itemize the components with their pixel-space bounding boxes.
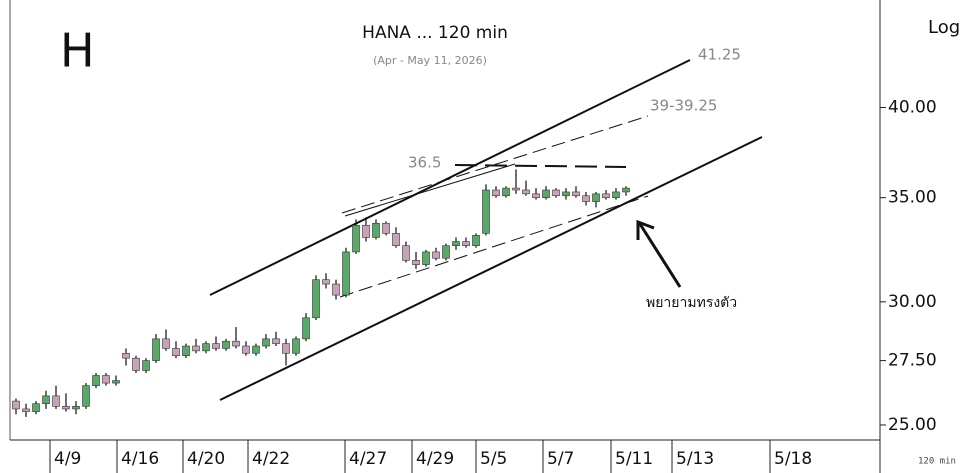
candle-body — [332, 283, 340, 296]
x-tick-label: 4/9 — [54, 449, 81, 469]
candle-body — [252, 345, 260, 354]
candle-body — [122, 352, 130, 359]
candle-body — [262, 338, 270, 347]
candle-body — [512, 187, 520, 191]
candle-body — [32, 403, 40, 412]
candle-body — [192, 345, 200, 352]
candle-body — [62, 406, 70, 410]
candle-body — [532, 193, 540, 198]
candle-body — [172, 348, 180, 356]
candle-body — [622, 187, 630, 193]
x-tick-label: 4/22 — [252, 449, 290, 469]
candle-body — [442, 245, 450, 259]
y-tick-label: 35.00 — [888, 188, 937, 208]
candle-body — [182, 345, 190, 356]
candle-body — [552, 189, 560, 197]
candle-body — [232, 340, 240, 347]
candle-body — [602, 193, 610, 198]
candle-body — [22, 408, 30, 412]
chart-subtitle: (Apr - May 11, 2026) — [373, 54, 487, 67]
candle-body — [342, 251, 350, 296]
candle-body — [422, 251, 430, 265]
candle-body — [582, 195, 590, 202]
y-tick-label: 27.50 — [888, 351, 937, 371]
corner-label: 120 min — [918, 457, 956, 467]
x-tick-label: 5/11 — [615, 449, 653, 469]
x-tick-label: 5/13 — [676, 449, 714, 469]
candle-body — [492, 189, 500, 197]
letter: H — [60, 24, 95, 78]
candle-body — [202, 343, 210, 352]
x-tick-label: 4/27 — [349, 449, 387, 469]
candle-body — [542, 189, 550, 198]
candle-body — [612, 191, 620, 198]
candle-body — [102, 375, 110, 384]
candle-body — [302, 317, 310, 340]
candle-body — [162, 338, 170, 349]
candle-body — [152, 338, 160, 361]
candle-body — [322, 279, 330, 285]
y-tick-label: 40.00 — [888, 97, 937, 117]
candle-body — [562, 191, 570, 197]
candle-body — [362, 224, 370, 238]
trend-lines — [209, 59, 763, 401]
candle-body — [242, 345, 250, 354]
candle-body — [42, 395, 50, 404]
candle-body — [222, 340, 230, 349]
y-tick-label: 25.00 — [888, 415, 937, 435]
x-tick-label: 4/20 — [187, 449, 225, 469]
candle-body — [142, 360, 150, 371]
candle-body — [92, 375, 100, 386]
candle-body — [12, 400, 20, 410]
candle-body — [282, 343, 290, 354]
x-tick-label: 4/16 — [121, 449, 159, 469]
x-tick-label: 5/7 — [547, 449, 574, 469]
dashed-lower — [339, 195, 649, 298]
scale-label: Log — [928, 17, 960, 38]
y-tick-label: 30.00 — [888, 292, 937, 312]
arrow-head — [636, 219, 655, 240]
candle-body — [402, 245, 410, 261]
candle-body — [352, 224, 360, 253]
candle-body — [382, 222, 390, 234]
upper-channel — [209, 59, 691, 296]
candle-body — [312, 279, 320, 319]
candle-body — [82, 385, 90, 407]
annotation: 41.25 — [698, 46, 741, 64]
thin-line — [344, 163, 516, 217]
candle-body — [392, 233, 400, 246]
candle-body — [452, 241, 460, 246]
candle-body — [592, 193, 600, 202]
candle-body — [412, 260, 420, 265]
resistance-line — [454, 164, 627, 168]
arrow-shaft — [638, 223, 682, 288]
candle-body — [132, 357, 140, 371]
chart-title: HANA ... 120 min — [362, 23, 508, 43]
annotation: 39-39.25 — [650, 97, 717, 115]
candle-body — [572, 191, 580, 197]
candle-body — [372, 222, 380, 238]
candle-body — [112, 380, 120, 384]
candle-body — [472, 235, 480, 246]
candle-body — [522, 189, 530, 195]
annotation: พยายามทรงตัว — [646, 295, 737, 311]
candle-body — [52, 395, 60, 407]
candle-body — [292, 338, 300, 354]
candle-body — [212, 343, 220, 349]
candle-body — [462, 241, 470, 246]
candle-body — [482, 189, 490, 234]
lower-channel — [219, 136, 763, 401]
candle-body — [272, 338, 280, 344]
candle-body — [72, 406, 80, 410]
x-tick-label: 5/18 — [774, 449, 812, 469]
x-tick-label: 4/29 — [416, 449, 454, 469]
candle-body — [502, 187, 510, 197]
x-tick-label: 5/5 — [480, 449, 507, 469]
annotation: 36.5 — [408, 154, 441, 172]
candle-body — [432, 251, 440, 259]
